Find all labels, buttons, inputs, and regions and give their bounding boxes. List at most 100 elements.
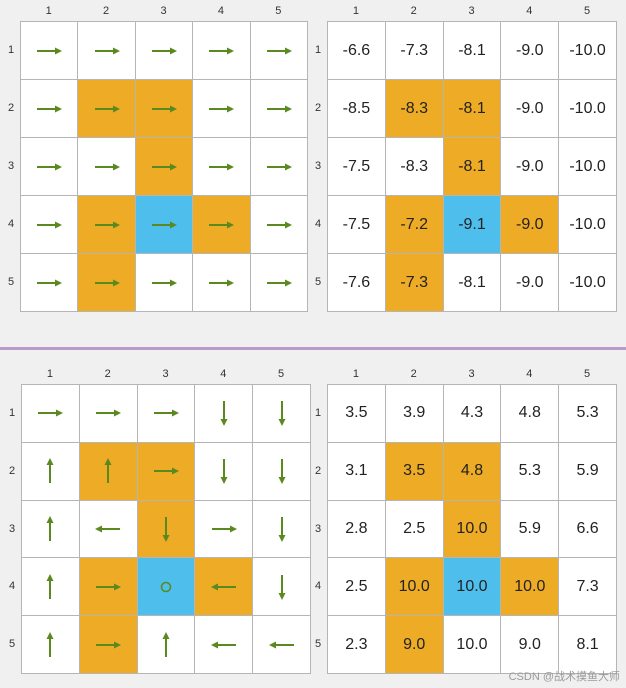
right-arrow-icon (151, 47, 177, 54)
row-label: 5 (8, 638, 16, 651)
right-arrow-icon (38, 409, 64, 417)
state-value: 2.5 (403, 519, 426, 537)
top-value-cell-r3-c1: -7.5 (328, 138, 386, 196)
bottom-policy-cell-r1-c3 (137, 385, 196, 443)
top-policy-cell-r5-c5 (250, 254, 308, 312)
state-value: 2.3 (345, 635, 368, 653)
column-label: 3 (160, 5, 167, 17)
row-label: 5 (314, 638, 322, 651)
top-value-cell-r5-c2: -7.3 (385, 254, 444, 312)
row-label: 3 (314, 522, 322, 535)
top-policy-cell-r1-c2 (78, 22, 136, 80)
column-label: 3 (468, 5, 475, 17)
state-value: -7.5 (342, 215, 371, 233)
top-value-cell-r5-c4: -9.0 (501, 254, 560, 312)
bottom-policy-cell-r1-c2 (79, 385, 138, 443)
bottom-policy-cell-r2-c4 (195, 442, 254, 501)
bottom-value-cell-r4-c4: 10.0 (501, 558, 560, 617)
top-policy-cell-r3-c5 (250, 138, 308, 196)
right-arrow-icon (37, 47, 63, 54)
bottom-value-cell-r1-c2: 3.9 (385, 385, 444, 443)
bottom-value-cell-r3-c4: 5.9 (501, 500, 560, 559)
column-label: 4 (526, 5, 533, 17)
bottom-value-cell-r5-c5: 8.1 (559, 616, 617, 674)
right-arrow-icon (209, 105, 235, 112)
state-value: -8.1 (458, 273, 486, 291)
bottom-value-cell-r2-c3: 4.8 (443, 442, 502, 501)
bottom-policy-cell-r4-c3 (137, 558, 196, 617)
column-label: 2 (410, 368, 417, 380)
state-value: -7.3 (400, 273, 428, 291)
bottom-value-cell-r2-c1: 3.1 (328, 442, 386, 501)
top-value-cell-r1-c4: -9.0 (501, 22, 560, 80)
bottom-value-cell-r5-c4: 9.0 (501, 616, 560, 674)
column-label: 5 (275, 5, 282, 17)
row-label: 2 (7, 102, 15, 114)
right-arrow-icon (266, 47, 292, 54)
right-arrow-icon (151, 163, 177, 170)
bottom-policy-cell-r5-c2 (79, 616, 138, 674)
panel-divider (0, 347, 626, 350)
column-label: 4 (220, 368, 227, 380)
bottom-policy-grid (21, 384, 311, 674)
state-value: -8.1 (458, 41, 486, 59)
row-label: 4 (314, 580, 322, 593)
right-arrow-icon (266, 279, 292, 286)
right-arrow-icon (96, 641, 122, 649)
bottom-policy-cell-r5-c5 (253, 616, 311, 674)
bottom-value-cell-r4-c3: 10.0 (443, 558, 502, 617)
row-label: 4 (8, 580, 16, 593)
stay-circle-icon (160, 581, 172, 593)
top-value-cell-r2-c2: -8.3 (385, 80, 444, 138)
up-arrow-icon (46, 515, 54, 541)
bottom-policy-cell-r4-c1 (22, 558, 80, 617)
state-value: 4.8 (460, 462, 484, 480)
top-value-cell-r4-c4: -9.0 (501, 196, 560, 254)
state-value: -7.2 (400, 215, 428, 233)
bottom-policy-cell-r1-c5 (253, 385, 311, 443)
state-value: -6.6 (342, 41, 371, 59)
bottom-policy-cell-r5-c1 (22, 616, 80, 674)
top-policy-cell-r4-c4 (193, 196, 251, 254)
bottom-value-cell-r3-c1: 2.8 (328, 500, 386, 559)
top-policy-grid (20, 21, 308, 312)
bottom-policy-cell-r5-c4 (195, 616, 254, 674)
bottom-value-cell-r1-c4: 4.8 (501, 385, 560, 443)
top-value-cell-r1-c5: -10.0 (559, 22, 617, 80)
state-value: -10.0 (569, 41, 606, 59)
top-value-cell-r3-c4: -9.0 (501, 138, 560, 196)
bottom-policy-cell-r3-c3 (137, 500, 196, 559)
state-value: -8.1 (458, 99, 486, 117)
top-value-cell-r1-c1: -6.6 (328, 22, 386, 80)
row-label: 4 (314, 218, 322, 230)
up-arrow-icon (46, 631, 54, 657)
column-label: 1 (45, 5, 52, 17)
bottom-policy-cell-r4-c5 (253, 558, 311, 617)
top-policy-cell-r4-c3 (135, 196, 194, 254)
right-arrow-icon (94, 279, 120, 286)
bottom-value-cell-r1-c1: 3.5 (328, 385, 386, 443)
top-policy-cell-r5-c3 (135, 254, 194, 312)
state-value: -7.5 (342, 157, 371, 175)
watermark: CSDN @战术摸鱼大师 (508, 671, 620, 683)
top-policy-cell-r3-c2 (78, 138, 136, 196)
top-value-cell-r2-c4: -9.0 (501, 80, 560, 138)
bottom-value-cell-r3-c5: 6.6 (559, 500, 617, 559)
top-policy-cell-r2-c3 (135, 80, 194, 138)
top-value-cell-r4-c5: -10.0 (559, 196, 617, 254)
row-label: 3 (7, 160, 15, 172)
top-policy-cell-r3-c1 (21, 138, 79, 196)
state-value: 6.6 (576, 519, 599, 537)
top-value-cell-r4-c1: -7.5 (328, 196, 386, 254)
top-value-cell-r5-c1: -7.6 (328, 254, 386, 312)
top-value-cell-r4-c2: -7.2 (385, 196, 444, 254)
column-label: 4 (217, 5, 224, 17)
column-label: 4 (526, 368, 533, 380)
state-value: -9.0 (516, 41, 544, 59)
bottom-value-grid: 3.5 3.9 4.3 4.8 5.3 3.1 3.5 4.8 5.3 5.9 2.8 2.5 10.0… (327, 384, 617, 674)
top-value-cell-r5-c3: -8.1 (443, 254, 502, 312)
bottom-value-cell-r5-c2: 9.0 (385, 616, 444, 674)
state-value: -10.0 (569, 273, 606, 291)
state-value: 9.0 (403, 635, 426, 653)
down-arrow-icon (278, 516, 286, 542)
